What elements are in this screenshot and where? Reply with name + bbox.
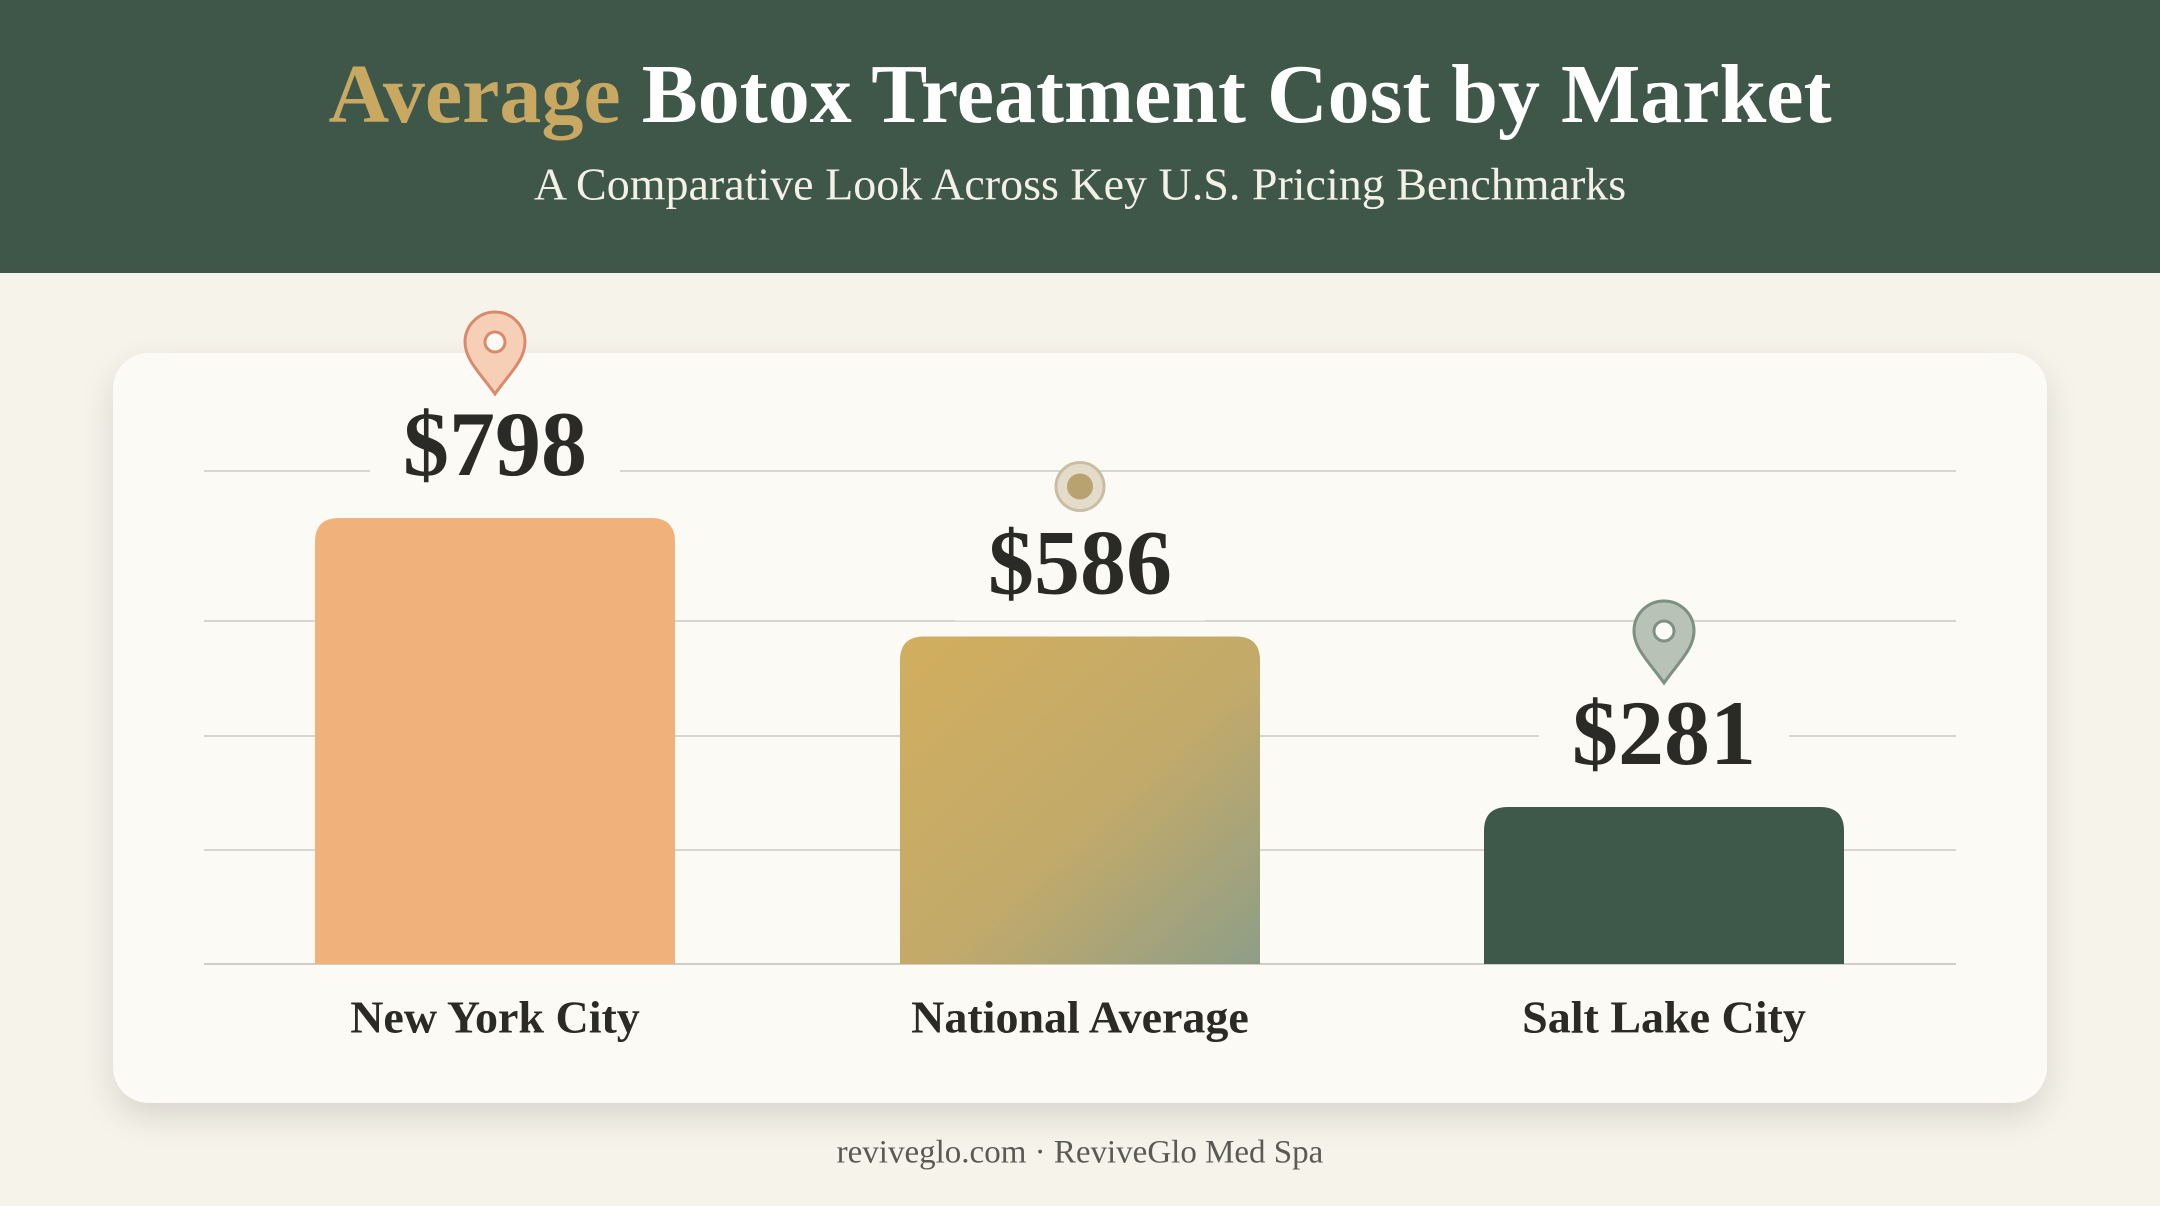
pin-hole <box>1652 619 1676 643</box>
bar <box>315 518 675 964</box>
label-backdrop <box>370 406 620 503</box>
chart-title: Average Botox Treatment Cost by Market <box>328 48 1831 141</box>
source: reviveglo.com · ReviveGlo Med Spa <box>837 1135 1324 1171</box>
bar <box>900 636 1260 964</box>
x-tick-label: National Average <box>911 992 1249 1043</box>
label-backdrop <box>1539 694 1789 791</box>
x-tick-label: Salt Lake City <box>1522 992 1806 1043</box>
marker-dot <box>1067 473 1093 500</box>
x-tick-label: New York City <box>350 992 640 1043</box>
value-label: $586 <box>988 512 1172 614</box>
header-band <box>0 0 2160 273</box>
value-label: $798 <box>403 393 587 495</box>
label-backdrop <box>955 524 1205 621</box>
pin-hole <box>483 330 507 354</box>
chart-subtitle: A Comparative Look Across Key U.S. Prici… <box>534 159 1626 210</box>
value-label: $281 <box>1572 682 1756 784</box>
bar <box>1484 806 1844 964</box>
